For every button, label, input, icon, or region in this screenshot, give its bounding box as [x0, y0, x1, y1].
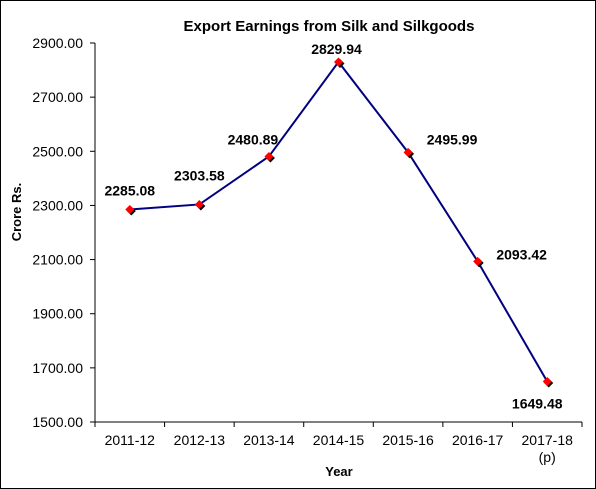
x-axis-title: Year	[325, 464, 352, 479]
data-point	[473, 256, 484, 268]
data-point	[334, 57, 345, 68]
x-tick-label: 2017-18 (p)	[522, 432, 574, 465]
x-tick-labels: 2011-12 2012-13 2013-14 2014-15 2015-16 2016-…	[94, 422, 583, 465]
x-tick-label: 2014-15	[313, 432, 365, 448]
x-tick-label: 2016-17	[452, 432, 504, 448]
y-tick-labels: 1500.00 1700.00 1900.00 2100.00 2300.00 2500.…	[32, 35, 95, 430]
y-tick-label: 2900.00	[32, 35, 83, 51]
y-tick-label: 2300.00	[32, 197, 83, 213]
data-point-marker	[264, 151, 274, 161]
data-point-marker	[194, 199, 204, 209]
y-tick-label: 1700.00	[32, 360, 83, 376]
axes	[94, 43, 582, 423]
data-label: 2480.89	[228, 131, 279, 147]
data-label: 2285.08	[104, 182, 155, 198]
series-line	[129, 60, 549, 383]
y-tick-label: 2500.00	[32, 143, 83, 159]
x-tick-label: 2015-16	[382, 432, 434, 448]
chart-title: Export Earnings from Silk and Silkgoods	[184, 18, 475, 35]
data-point	[403, 147, 415, 159]
data-label: 2303.58	[174, 167, 225, 183]
data-labels: 2285.08 2303.58 2480.89 2829.94 2495.99 2093.…	[104, 41, 562, 412]
y-tick-label: 2700.00	[32, 89, 83, 105]
data-point-marker	[125, 204, 135, 214]
y-tick-label: 1500.00	[32, 414, 83, 430]
y-tick-label: 1900.00	[32, 306, 83, 322]
x-tick-label: 2011-12	[105, 432, 156, 448]
data-point	[125, 204, 136, 216]
series-export-earnings	[125, 57, 554, 388]
data-point	[542, 377, 554, 388]
data-label: 2829.94	[311, 41, 362, 57]
y-tick-label: 2100.00	[32, 252, 83, 268]
data-point-marker	[403, 147, 413, 157]
x-tick-label: 2012-13	[174, 432, 226, 448]
data-point-marker	[334, 57, 343, 67]
data-point-marker	[473, 256, 483, 266]
data-point	[264, 151, 275, 163]
x-tick-label: 2013-14	[243, 432, 295, 448]
y-axis-title: Crore Rs.	[9, 183, 24, 242]
data-point-marker	[542, 377, 552, 387]
data-label: 1649.48	[512, 396, 563, 412]
data-label: 2093.42	[496, 246, 547, 262]
data-point	[194, 199, 206, 211]
data-label: 2495.99	[427, 131, 478, 147]
